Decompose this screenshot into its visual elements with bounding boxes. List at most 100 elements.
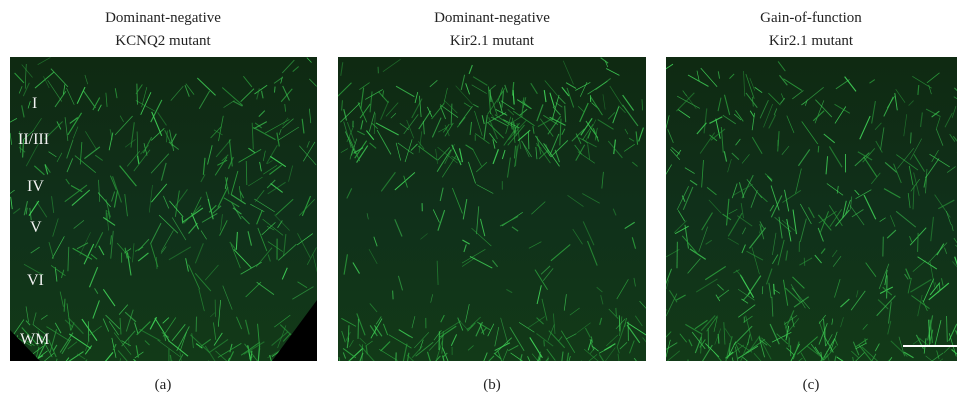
fiber [666, 115, 670, 130]
fiber [512, 89, 515, 105]
fiber [368, 111, 376, 132]
fiber [208, 338, 229, 354]
fiber [870, 172, 881, 185]
fiber [157, 339, 181, 357]
fiber [944, 112, 953, 128]
fiber [574, 144, 582, 155]
fiber [236, 316, 243, 330]
fiber [594, 127, 598, 141]
fiber [851, 209, 864, 218]
fiber [565, 82, 577, 89]
fiber [938, 199, 955, 210]
fiber [568, 356, 571, 361]
fiber [292, 66, 300, 73]
fiber [403, 175, 408, 188]
fiber [503, 122, 520, 146]
fiber [160, 230, 174, 252]
fiber [72, 247, 93, 260]
fiber [164, 334, 166, 341]
fiber [504, 84, 508, 93]
fiber [575, 133, 582, 144]
fiber [299, 199, 315, 216]
fiber [64, 184, 88, 203]
fiber [817, 227, 824, 242]
fiber [49, 329, 57, 353]
fiber [613, 139, 617, 155]
fiber [126, 252, 132, 276]
fiber [198, 90, 211, 109]
fiber [751, 247, 760, 275]
fiber [773, 108, 778, 116]
fiber [40, 335, 48, 342]
fiber [247, 231, 253, 246]
fiber [157, 112, 167, 126]
fiber [607, 112, 616, 120]
fiber [886, 275, 888, 299]
fiber [244, 319, 250, 335]
fiber [22, 140, 24, 158]
fiber [819, 355, 828, 361]
fiber [946, 315, 948, 342]
fiber [233, 249, 252, 269]
fiber [373, 236, 378, 247]
fiber [483, 115, 488, 140]
fiber [59, 332, 74, 353]
fiber [938, 283, 941, 291]
fiber [201, 213, 218, 223]
fiber [436, 149, 452, 172]
fiber [10, 189, 15, 194]
fiber [715, 294, 721, 302]
fiber [217, 186, 229, 208]
panel-title: Gain-of-function [760, 10, 862, 26]
fiber [110, 175, 117, 190]
fiber [198, 288, 205, 312]
fiber [379, 349, 398, 361]
fiber [666, 331, 672, 338]
fiber [666, 63, 674, 70]
fiber [52, 218, 59, 237]
fiber [835, 79, 850, 90]
fiber [382, 58, 401, 72]
fiber [781, 219, 796, 232]
fiber [243, 75, 253, 88]
fiber [576, 322, 591, 333]
fiber [829, 205, 843, 227]
fiber [875, 140, 883, 153]
fiber [745, 73, 755, 99]
fiber [519, 108, 528, 116]
fiber [666, 342, 678, 350]
fiber [952, 261, 957, 268]
fiber [823, 337, 836, 359]
panel-title: Dominant-negative [434, 10, 550, 26]
fiber [769, 204, 775, 212]
fiber [468, 161, 476, 184]
fiber [831, 249, 838, 258]
fiber [923, 278, 935, 302]
fiber [862, 324, 868, 330]
fiber [783, 78, 803, 91]
fiber [667, 129, 674, 144]
fiber [94, 232, 104, 249]
fiber [275, 198, 294, 216]
layer-label: VI [27, 272, 44, 289]
fiber [169, 200, 184, 218]
fiber [394, 172, 416, 191]
fiber [238, 148, 262, 163]
fiber [687, 258, 701, 274]
fiber [68, 351, 84, 361]
fiber [505, 116, 512, 134]
fiber [142, 136, 153, 154]
fiber [114, 115, 133, 136]
fiber [340, 62, 344, 76]
fiber [909, 236, 913, 243]
fiber [877, 299, 889, 310]
fiber [474, 110, 483, 136]
fiber [681, 195, 686, 203]
fiber [531, 201, 546, 215]
fiber [458, 105, 473, 125]
fiber [887, 358, 892, 361]
fiber [566, 87, 575, 108]
fiber [395, 142, 402, 161]
fiber [714, 328, 722, 345]
fiber [673, 220, 687, 234]
